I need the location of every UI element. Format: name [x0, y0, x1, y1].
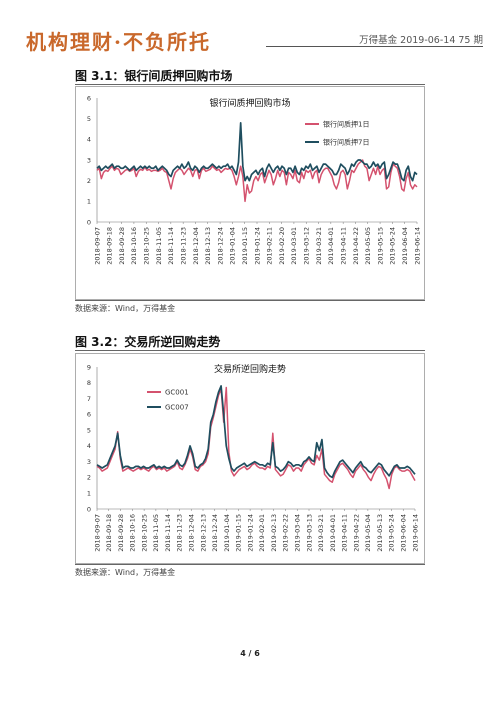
x-tick-label: 2018-12-24 [211, 514, 219, 552]
x-tick-label: 2019-02-22 [282, 514, 290, 552]
x-tick-label: 2019-02-11 [266, 227, 274, 265]
x-tick-label: 2019-05-24 [389, 227, 397, 265]
x-tick-label: 2018-09-18 [106, 227, 114, 265]
x-tick-label: 2019-05-15 [376, 227, 384, 265]
x-tick-label: 2018-11-05 [155, 227, 163, 265]
y-tick-label: 3 [87, 156, 91, 164]
y-tick-label: 2 [87, 474, 91, 482]
x-tick-label: 2018-11-14 [167, 227, 175, 265]
y-tick-label: 5 [87, 426, 91, 434]
y-tick-label: 0 [87, 218, 91, 226]
x-tick-label: 2019-04-11 [339, 227, 347, 265]
x-tick-label: 2019-05-05 [364, 227, 372, 265]
x-tick-label: 2019-04-22 [352, 227, 360, 265]
x-tick-label: 2018-10-25 [143, 227, 151, 265]
figure-1-rule [75, 84, 425, 85]
x-tick-label: 2019-01-24 [246, 514, 254, 552]
y-tick-label: 3 [87, 458, 91, 466]
y-tick-label: 4 [87, 136, 91, 144]
legend-label: 银行间质押1日 [323, 120, 369, 129]
x-tick-label: 2019-01-15 [235, 514, 243, 552]
x-tick-label: 2019-03-04 [294, 514, 302, 552]
x-tick-label: 2019-06-14 [411, 514, 419, 552]
x-tick-label: 2019-05-13 [376, 514, 384, 552]
x-tick-label: 2019-01-04 [223, 514, 231, 552]
header-rule [266, 46, 483, 47]
y-tick-label: 9 [87, 363, 91, 371]
y-tick-label: 0 [87, 505, 91, 513]
x-tick-label: 2018-11-05 [152, 514, 160, 552]
figure-1-title: 图 3.1：银行间质押回购市场 [75, 69, 233, 83]
y-tick-label: 4 [87, 442, 91, 450]
chart-title: 银行间质押回购市场 [209, 97, 290, 109]
x-tick-label: 2018-09-28 [118, 227, 126, 265]
chart-interbank-repo: 银行间质押回购市场 0 1 2 3 4 5 6 2018-09-07 2018-09-18 2018… [75, 86, 425, 300]
page-header: 机构理财·不负所托 万得基金 2019-06-14 75 期 [18, 24, 483, 54]
x-tick-label: 2019-06-04 [400, 514, 408, 552]
y-tick-label: 1 [87, 490, 91, 498]
chart-frame [75, 86, 425, 300]
x-tick-label: 2019-04-01 [327, 227, 335, 265]
x-tick-label: 2018-12-04 [192, 227, 200, 265]
page-number: 4 / 6 [240, 649, 260, 658]
figure-1-source: 数据来源：Wind，万得基金 [75, 304, 176, 313]
x-tick-label: 2018-09-07 [93, 514, 101, 552]
legend-label: GC007 [165, 404, 189, 412]
brand-slogan: 机构理财·不负所托 [26, 30, 211, 54]
figure-2-source: 数据来源：Wind，万得基金 [75, 568, 176, 577]
y-tick-label: 7 [87, 395, 91, 403]
x-tick-label: 2019-04-11 [341, 514, 349, 552]
x-tick-label: 2018-11-23 [179, 227, 187, 265]
x-tick-label: 2019-03-01 [290, 227, 298, 265]
x-tick-label: 2019-03-12 [303, 227, 311, 265]
x-tick-label: 2018-12-13 [199, 514, 207, 552]
x-tick-label: 2018-10-16 [129, 514, 137, 552]
x-tick-label: 2018-12-04 [188, 514, 196, 552]
x-tick-label: 2018-10-16 [130, 227, 138, 265]
figure-2-title: 图 3.2：交易所逆回购走势 [75, 335, 221, 349]
legend-label: GC001 [165, 389, 189, 397]
chart-frame [75, 353, 425, 564]
x-tick-label: 2018-11-14 [164, 514, 172, 552]
x-tick-label: 2019-02-01 [258, 514, 266, 552]
x-tick-label: 2019-06-14 [413, 227, 421, 265]
x-tick-label: 2018-12-24 [216, 227, 224, 265]
x-tick-label: 2018-11-23 [176, 514, 184, 552]
chart-exchange-reverse-repo: 交易所逆回购走势 0 1 2 3 4 5 6 7 8 9 2018-09-07 2018-09-18 20… [75, 353, 425, 564]
x-tick-label: 2019-04-01 [329, 514, 337, 552]
figure-1-bottom-rule [75, 300, 425, 301]
series-line-2 [96, 121, 418, 182]
x-tick-label: 2019-03-21 [317, 514, 325, 552]
x-tick-label: 2019-01-04 [229, 227, 237, 265]
x-tick-label: 2018-10-25 [140, 514, 148, 552]
x-tick-label: 2019-01-24 [253, 227, 261, 265]
x-tick-label: 2018-09-18 [105, 514, 113, 552]
series-line-1 [96, 386, 416, 490]
x-tick-label: 2018-12-13 [204, 227, 212, 265]
x-tick-label: 2019-02-20 [278, 227, 286, 265]
x-tick-label: 2019-06-04 [401, 227, 409, 265]
x-tick-label: 2019-01-15 [241, 227, 249, 265]
figure-2-rule [75, 350, 425, 351]
y-tick-label: 5 [87, 115, 91, 123]
x-tick-label: 2019-04-22 [352, 514, 360, 552]
series-line-2 [96, 385, 416, 479]
figure-2-bottom-rule [75, 564, 425, 565]
y-tick-label: 6 [87, 94, 91, 102]
x-tick-label: 2019-03-21 [315, 227, 323, 265]
x-tick-label: 2018-09-07 [93, 227, 101, 265]
x-tick-label: 2019-05-04 [364, 514, 372, 552]
x-tick-label: 2018-09-28 [117, 514, 125, 552]
y-tick-label: 1 [87, 198, 91, 206]
x-tick-label: 2019-03-13 [305, 514, 313, 552]
y-tick-label: 2 [87, 177, 91, 185]
y-tick-label: 8 [87, 379, 91, 387]
chart-title: 交易所逆回购走势 [214, 363, 286, 375]
legend-label: 银行间质押7日 [323, 138, 369, 147]
issue-info: 万得基金 2019-06-14 75 期 [359, 35, 483, 46]
x-tick-label: 2019-05-24 [388, 514, 396, 552]
x-tick-label: 2019-02-13 [270, 514, 278, 552]
y-tick-label: 6 [87, 411, 91, 419]
